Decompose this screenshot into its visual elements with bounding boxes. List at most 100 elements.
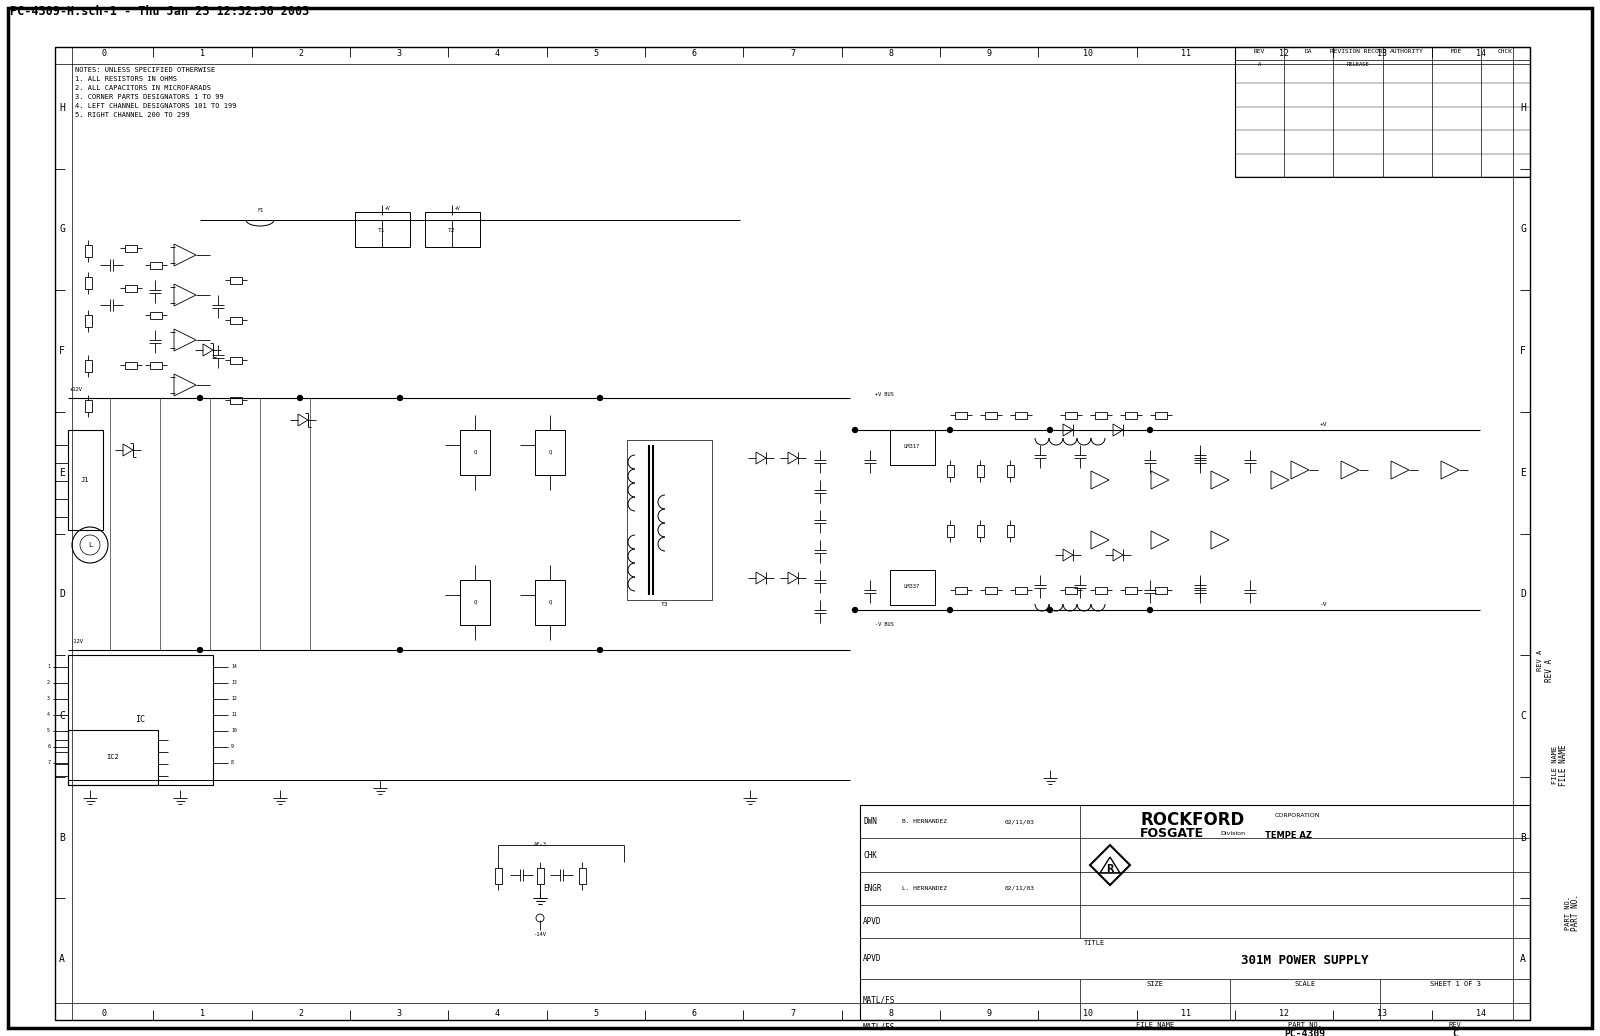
Text: +V BUS: +V BUS	[875, 393, 894, 398]
Text: L: L	[88, 542, 93, 548]
Text: 8: 8	[888, 1009, 893, 1018]
Text: L. HERNANDEZ: L. HERNANDEZ	[902, 886, 947, 891]
Text: REV: REV	[1448, 1021, 1461, 1028]
Bar	[230, 356, 242, 364]
Text: NOTES: UNLESS SPECIFIED OTHERWISE: NOTES: UNLESS SPECIFIED OTHERWISE	[75, 67, 216, 73]
Text: 12: 12	[1278, 1009, 1290, 1018]
Text: APVD: APVD	[862, 954, 882, 963]
Bar	[947, 465, 954, 477]
Text: 6: 6	[691, 49, 696, 58]
Bar	[986, 586, 997, 594]
Circle shape	[947, 428, 952, 432]
Text: 7: 7	[46, 760, 50, 766]
Text: 14: 14	[230, 664, 237, 669]
Text: 0: 0	[102, 1009, 107, 1018]
Circle shape	[597, 396, 603, 401]
Circle shape	[397, 396, 403, 401]
Text: 2: 2	[298, 49, 304, 58]
Bar	[125, 362, 138, 369]
Text: C: C	[1520, 711, 1526, 721]
Text: FOSGATE: FOSGATE	[1139, 827, 1205, 840]
Text: SHEET 1 OF 3: SHEET 1 OF 3	[1429, 981, 1480, 987]
Text: 02/11/03: 02/11/03	[1005, 886, 1035, 891]
Text: 8: 8	[230, 760, 234, 766]
Text: T2: T2	[448, 228, 456, 232]
Text: 4: 4	[494, 1009, 499, 1018]
Circle shape	[1048, 428, 1053, 432]
Bar	[534, 430, 565, 474]
Text: -V BUS: -V BUS	[875, 623, 894, 628]
Bar	[461, 430, 490, 474]
Bar	[125, 244, 138, 252]
Bar	[1155, 586, 1166, 594]
Text: +V: +V	[386, 206, 390, 211]
Text: PART NO.: PART NO.	[1571, 894, 1579, 931]
Text: AUTHORITY: AUTHORITY	[1390, 49, 1424, 54]
Text: 4. LEFT CHANNEL DESIGNATORS 101 TO 199: 4. LEFT CHANNEL DESIGNATORS 101 TO 199	[75, 103, 237, 109]
Text: C: C	[1453, 1029, 1458, 1036]
Circle shape	[853, 607, 858, 612]
Text: 02/11/03: 02/11/03	[1005, 819, 1035, 825]
Bar	[1235, 47, 1530, 177]
Text: PART NO.: PART NO.	[1565, 895, 1571, 929]
Text: PART NO.: PART NO.	[1288, 1021, 1322, 1028]
Text: PC-4309-H.sch-1 - Thu Jan 23 12:32:36 2003: PC-4309-H.sch-1 - Thu Jan 23 12:32:36 20…	[10, 5, 309, 18]
Text: +12V: +12V	[70, 387, 83, 392]
Text: G: G	[1520, 225, 1526, 234]
Text: 10: 10	[1083, 1009, 1093, 1018]
Text: A: A	[1258, 62, 1261, 67]
Text: 10: 10	[1083, 49, 1093, 58]
Bar	[150, 362, 162, 369]
Bar	[534, 580, 565, 625]
Bar	[1125, 411, 1138, 419]
Text: 5. RIGHT CHANNEL 200 TO 299: 5. RIGHT CHANNEL 200 TO 299	[75, 112, 190, 118]
Text: REVISION RECORD: REVISION RECORD	[1330, 49, 1386, 54]
Text: 8: 8	[888, 49, 893, 58]
Bar	[976, 525, 984, 537]
Text: +V: +V	[454, 206, 461, 211]
Text: A: A	[59, 954, 66, 965]
Text: ROCKFORD: ROCKFORD	[1139, 811, 1245, 829]
Bar	[1094, 411, 1107, 419]
Text: D: D	[1520, 589, 1526, 599]
Text: 1: 1	[46, 664, 50, 669]
Text: F: F	[1520, 346, 1526, 356]
Text: REV A: REV A	[1538, 650, 1542, 670]
Text: -14V: -14V	[533, 932, 547, 938]
Text: R: R	[1106, 864, 1114, 874]
Text: TEMPE AZ: TEMPE AZ	[1266, 831, 1312, 840]
Text: 9: 9	[987, 49, 992, 58]
Circle shape	[397, 648, 403, 653]
Text: DA: DA	[1306, 49, 1312, 54]
Text: 2: 2	[46, 681, 50, 686]
Text: IC2: IC2	[107, 754, 120, 760]
Text: REV: REV	[1254, 49, 1266, 54]
Text: 14: 14	[1475, 49, 1486, 58]
Text: RELEASE: RELEASE	[1347, 62, 1370, 67]
Circle shape	[947, 607, 952, 612]
Text: AF-3: AF-3	[533, 842, 547, 847]
Bar	[627, 440, 712, 600]
Text: E: E	[1520, 467, 1526, 478]
Circle shape	[197, 648, 203, 653]
Bar	[947, 525, 954, 537]
Bar	[67, 430, 102, 530]
Bar	[67, 730, 158, 785]
Bar	[955, 586, 966, 594]
Circle shape	[1147, 607, 1152, 612]
Bar	[85, 359, 91, 372]
Bar	[494, 868, 501, 884]
Text: T1: T1	[378, 228, 386, 232]
Bar	[85, 315, 91, 327]
Text: 12: 12	[1278, 49, 1290, 58]
Text: B: B	[59, 833, 66, 842]
Text: Q: Q	[474, 450, 477, 455]
Bar	[85, 277, 91, 289]
Text: H: H	[1520, 103, 1526, 113]
Text: CHCK: CHCK	[1498, 49, 1514, 54]
Bar	[67, 655, 213, 785]
Circle shape	[298, 396, 302, 401]
Text: TITLE: TITLE	[1085, 941, 1106, 947]
Text: -12V: -12V	[70, 639, 83, 644]
Bar	[1006, 465, 1013, 477]
